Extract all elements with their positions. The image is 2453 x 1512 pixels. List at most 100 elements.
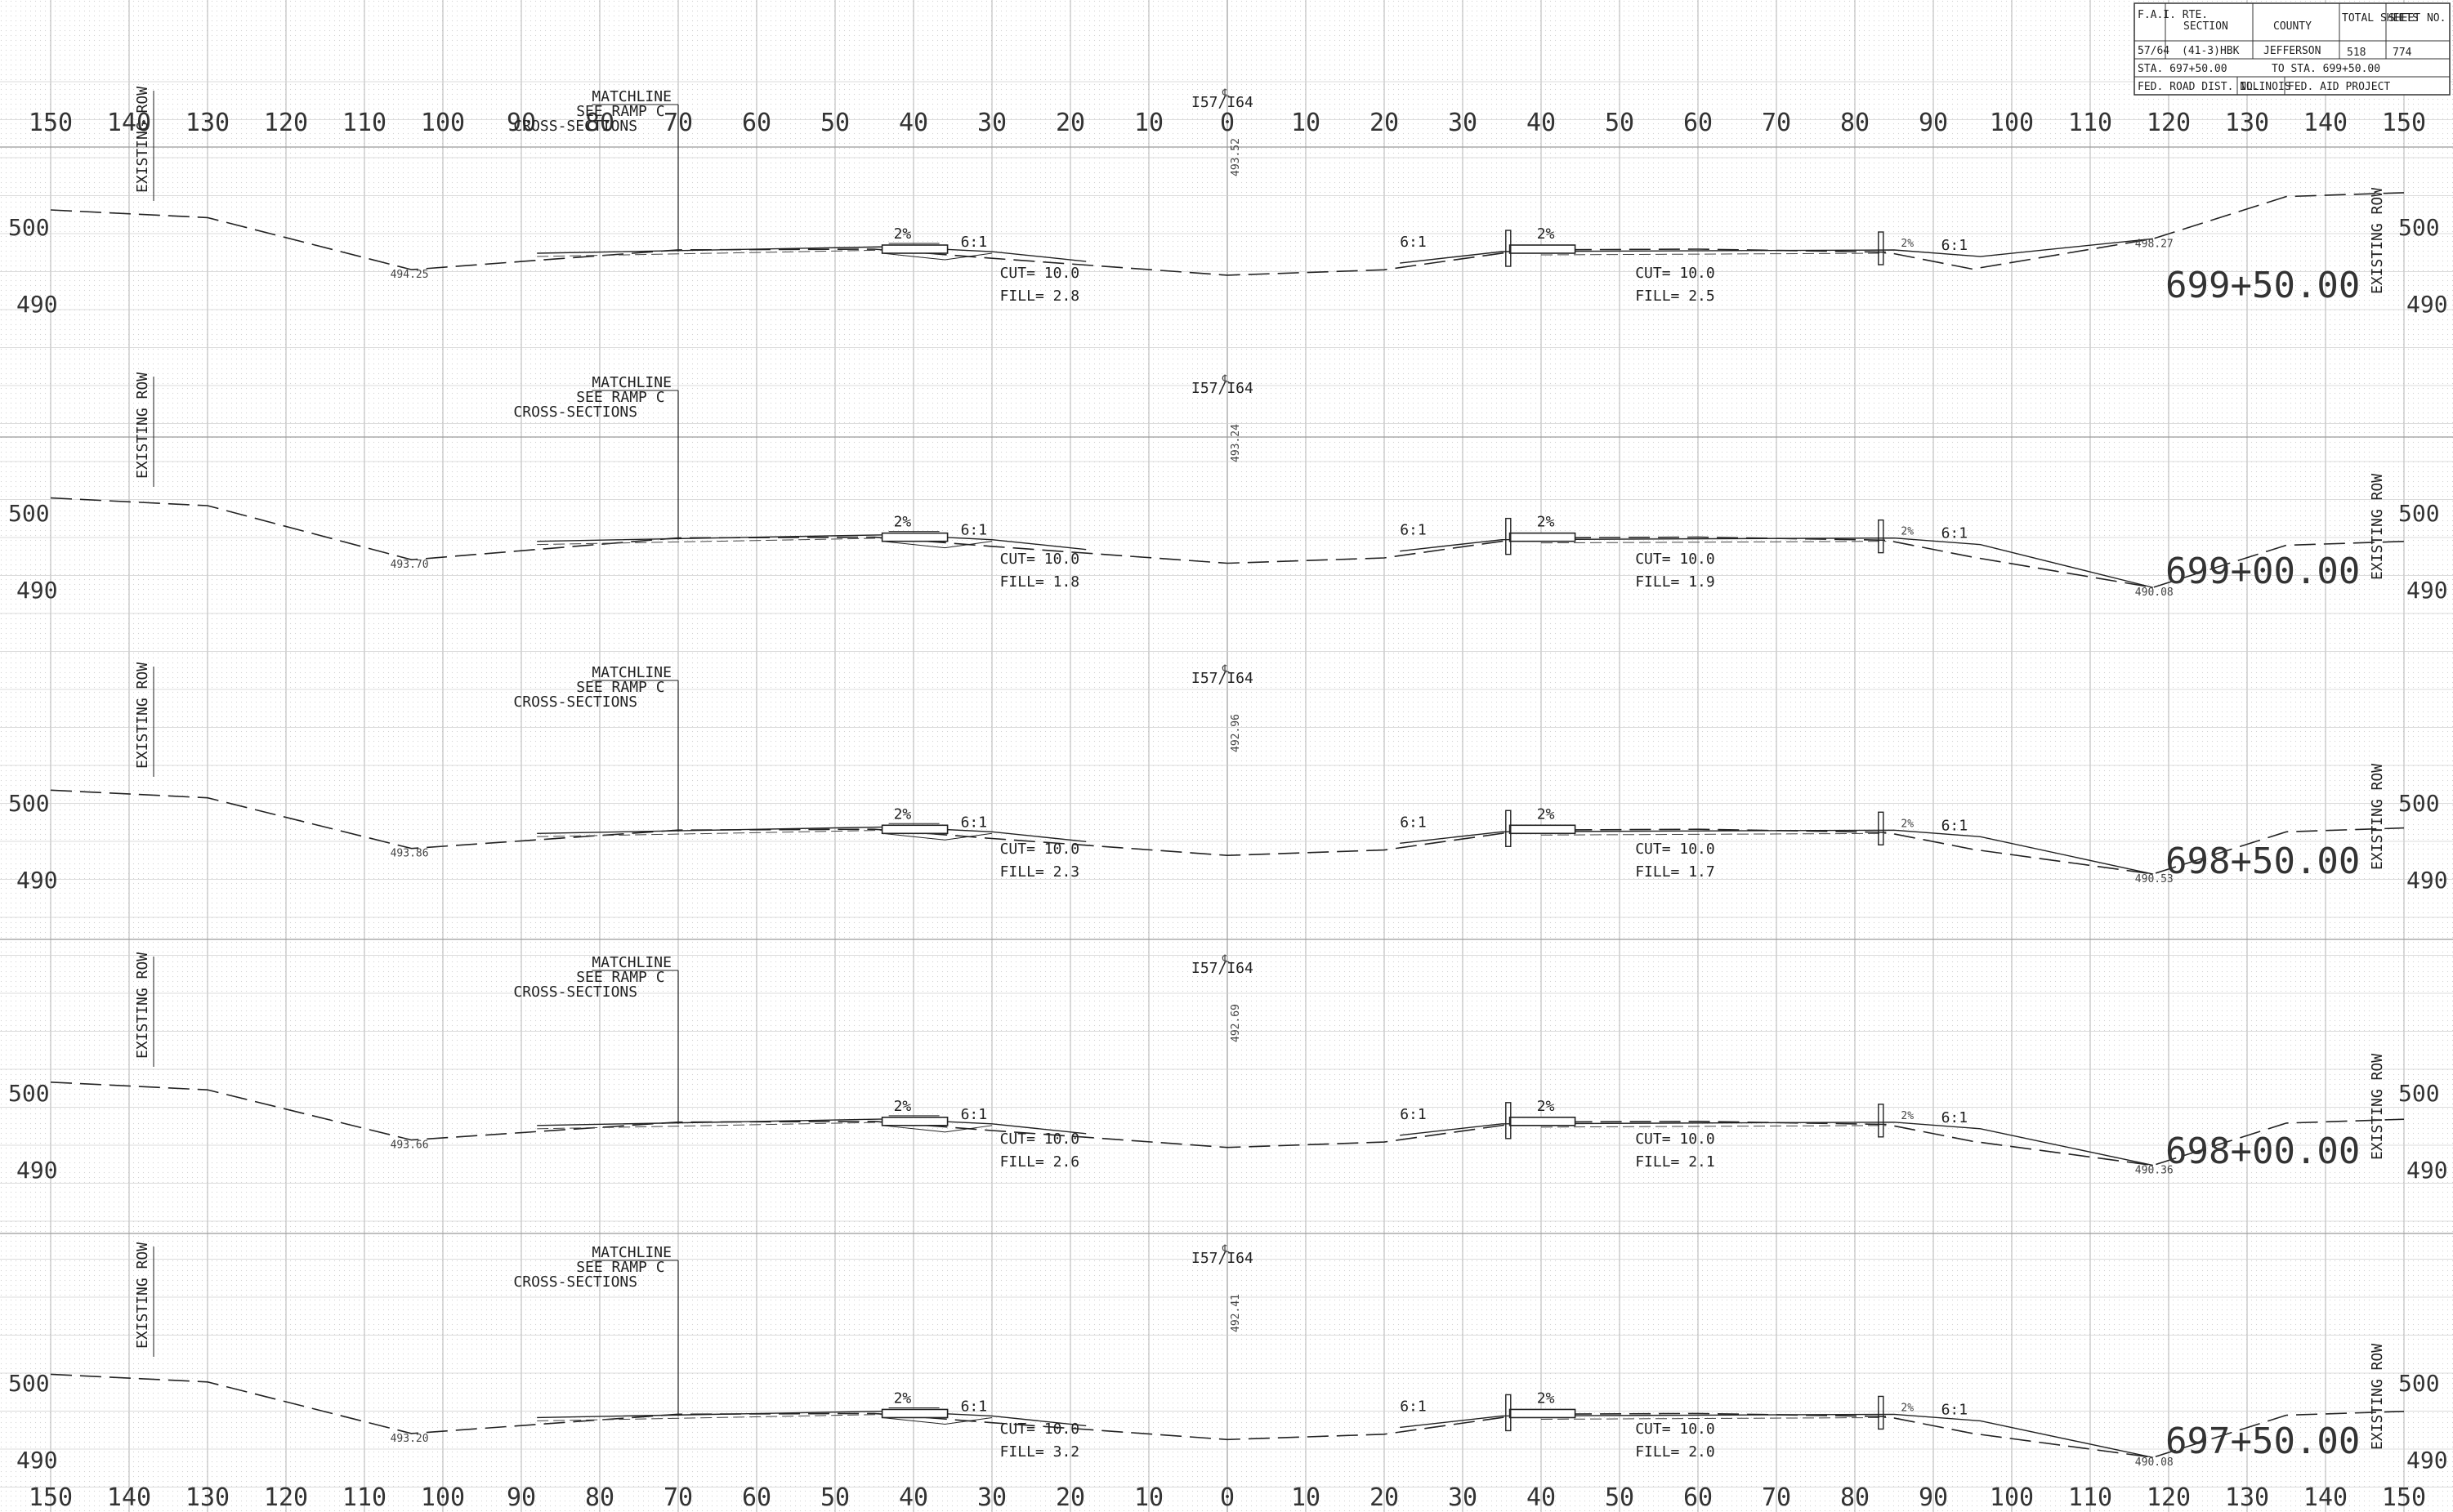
elev-label-left-490: 490 — [16, 867, 58, 894]
tb-col-rte: F.A.I. RTE. — [2138, 9, 2208, 21]
pavement-edge-left — [882, 1416, 993, 1425]
tb-fed-aid: FED. AID PROJECT — [2288, 81, 2390, 93]
slope-2pct-right: 2% — [1537, 805, 1555, 823]
pavement-slab-left — [881, 532, 949, 542]
proposed-grade-right — [1400, 238, 2153, 264]
fill-label-right: FILL= 1.9 — [1635, 573, 1715, 591]
existing-row-right: EXISTING ROW — [2369, 188, 2386, 294]
elev-label-left-490: 490 — [16, 1447, 58, 1474]
axis-tick-label: 120 — [264, 1483, 308, 1512]
slope-2pct-left: 2% — [894, 514, 912, 531]
elev-label-right-500: 500 — [2398, 214, 2440, 241]
tb-sta-from: STA. 697+50.00 — [2138, 63, 2227, 75]
cut-label-left: CUT= 10.0 — [1000, 265, 1080, 282]
axis-tick-label: 40 — [899, 1483, 928, 1512]
barrier-right-outer — [1878, 231, 1884, 265]
elev-label-right-490: 490 — [2406, 577, 2448, 604]
axis-tick-label: 150 — [29, 1483, 73, 1512]
axis-tick-label: 150 — [2382, 109, 2426, 137]
elev-label-left-500: 500 — [8, 790, 50, 817]
see-ramp-label: SEE RAMP C — [576, 679, 664, 696]
tb-col-sheet: SHEET NO. — [2388, 12, 2446, 25]
proposed-grade-left-lower — [537, 1122, 891, 1130]
cut-label-left: CUT= 10.0 — [1000, 551, 1080, 568]
slope-6to1-right-inner: 6:1 — [1400, 814, 1427, 831]
proposed-grade-right — [1400, 1413, 2153, 1458]
elev-label-left-490: 490 — [16, 1157, 58, 1184]
elev-label-right-490: 490 — [2406, 1157, 2448, 1184]
slope-2pct-right: 2% — [1537, 225, 1555, 243]
low-elev-right: 490.53 — [2135, 873, 2174, 885]
slope-2pct-right-outer: 2% — [1901, 1402, 1914, 1414]
axis-tick-label: 100 — [1990, 109, 2034, 137]
barrier-right-outer — [1878, 519, 1884, 554]
slope-2pct-left: 2% — [894, 1098, 912, 1115]
elev-label-right-500: 500 — [2398, 790, 2440, 817]
axis-tick-label: 30 — [1448, 109, 1477, 137]
centerline-symbol: ℄ — [1222, 1243, 1230, 1256]
existing-row-left: EXISTING ROW — [134, 87, 151, 193]
tb-sta-to: TO STA. 699+50.00 — [2272, 63, 2380, 75]
elev-label-right-500: 500 — [2398, 500, 2440, 527]
axis-tick-label: 130 — [2225, 109, 2269, 137]
slope-2pct-right-outer: 2% — [1901, 1110, 1914, 1122]
proposed-grade-right — [1400, 1122, 2153, 1166]
axis-tick-label: 20 — [1369, 1483, 1399, 1512]
pavement-slab-right — [1508, 1408, 1576, 1419]
cross-sections-label: CROSS-SECTIONS — [513, 694, 637, 711]
proposed-grade-right-lower — [1540, 252, 1887, 256]
slope-2pct-right-outer: 2% — [1901, 238, 1914, 250]
existing-row-right: EXISTING ROW — [2369, 764, 2386, 870]
tb-state: ILLINOIS — [2240, 81, 2291, 93]
centerline-symbol: ℄ — [1222, 373, 1230, 386]
axis-tick-label: 90 — [507, 1483, 536, 1512]
pavement-slab-right — [1508, 1117, 1576, 1126]
fill-label-right: FILL= 2.5 — [1635, 288, 1715, 305]
route-label: I57/I64 — [1191, 94, 1253, 111]
elev-label-left-500: 500 — [8, 1080, 50, 1107]
axis-tick-label: 140 — [2303, 109, 2348, 137]
cut-label-left: CUT= 10.0 — [1000, 1131, 1080, 1148]
pavement-slab-left — [881, 244, 949, 254]
elev-label-right-490: 490 — [2406, 291, 2448, 318]
cut-label-right: CUT= 10.0 — [1635, 841, 1715, 858]
centerline-elevation: 492.96 — [1230, 714, 1242, 752]
elev-label-right-490: 490 — [2406, 867, 2448, 894]
proposed-grade-left-lower — [537, 829, 891, 837]
axis-tick-label: 130 — [185, 1483, 230, 1512]
see-ramp-label: SEE RAMP C — [576, 389, 664, 406]
elev-label-left-500: 500 — [8, 1370, 50, 1397]
low-elev-left: 494.25 — [391, 269, 429, 281]
axis-tick-label: 60 — [742, 1483, 771, 1512]
axis-tick-label: 50 — [820, 1483, 850, 1512]
slope-6to1-right-inner: 6:1 — [1400, 522, 1427, 539]
cross-section: 500 490 500 490 2% 6:1 6:1 2% 2% 6:1 MATCHLINESEE … — [8, 952, 2448, 1184]
axis-tick-label: 70 — [664, 1483, 693, 1512]
cut-label-left: CUT= 10.0 — [1000, 841, 1080, 858]
fill-label-right: FILL= 2.1 — [1635, 1153, 1715, 1171]
axis-tick-label: 80 — [1840, 1483, 1870, 1512]
cross-sections-label: CROSS-SECTIONS — [513, 1273, 637, 1291]
existing-ground-line — [50, 192, 2405, 276]
offset-axis-bottom: 1601501401301201101009080706050403020100… — [29, 1483, 2426, 1512]
barrier-right-outer — [1878, 1395, 1884, 1430]
pavement-slab-left — [881, 1408, 949, 1419]
centerline-elevation: 493.52 — [1230, 138, 1242, 176]
barrier-right — [1505, 810, 1512, 847]
cross-section: 500 490 500 490 2% 6:1 6:1 2% 2% 6:1 MATCHLINESEE … — [8, 1242, 2448, 1474]
tb-col-section: SECTION — [2183, 20, 2228, 33]
slope-2pct-left: 2% — [894, 805, 912, 823]
cut-label-left: CUT= 10.0 — [1000, 1421, 1080, 1438]
slope-2pct-right-outer: 2% — [1901, 818, 1914, 830]
see-ramp-label: SEE RAMP C — [576, 103, 664, 120]
cross-sections-label: CROSS-SECTIONS — [513, 404, 637, 421]
slope-6to1-left: 6:1 — [961, 1106, 988, 1123]
proposed-grade-right — [1400, 829, 2153, 875]
station-label: 699+00.00 — [2165, 551, 2360, 592]
centerline-symbol: ℄ — [1222, 87, 1230, 100]
axis-tick-label: 130 — [185, 109, 230, 137]
low-elev-left: 493.86 — [391, 848, 429, 860]
elev-label-left-500: 500 — [8, 214, 50, 241]
axis-tick-label: 40 — [1526, 1483, 1556, 1512]
elev-label-right-500: 500 — [2398, 1080, 2440, 1107]
